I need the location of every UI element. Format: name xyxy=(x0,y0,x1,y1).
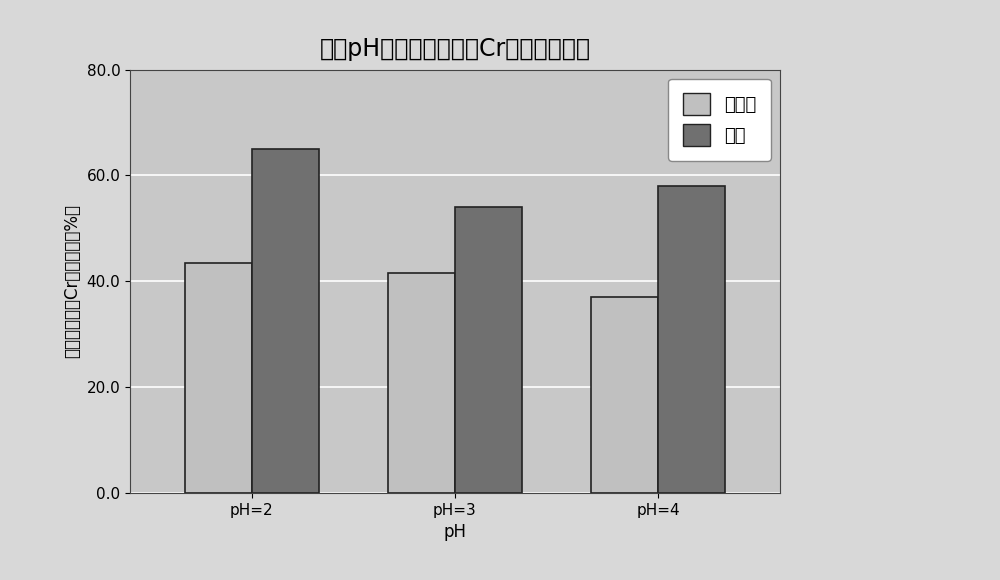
Bar xyxy=(455,207,522,493)
Bar xyxy=(252,149,319,493)
Title: 不同pH对污泥中重金属Cr去除率的影响: 不同pH对污泥中重金属Cr去除率的影响 xyxy=(320,37,590,61)
Bar xyxy=(658,186,725,493)
Bar xyxy=(388,273,455,493)
Bar xyxy=(185,263,252,493)
Bar xyxy=(591,297,658,493)
Y-axis label: 污泥中重金属Cr的去除率（%）: 污泥中重金属Cr的去除率（%） xyxy=(63,204,81,358)
Legend: 未超声, 超声: 未超声, 超声 xyxy=(668,79,771,161)
X-axis label: pH: pH xyxy=(444,523,466,541)
